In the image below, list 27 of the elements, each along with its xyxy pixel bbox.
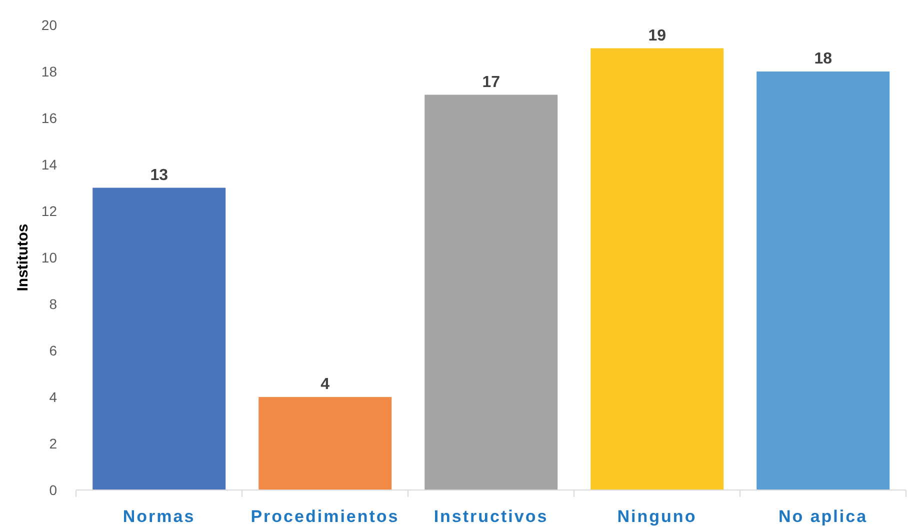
y-tick-label: 0 [49, 482, 58, 498]
data-label: 4 [320, 376, 330, 393]
bar [590, 48, 724, 490]
data-label: 17 [482, 74, 500, 91]
y-tick-label: 14 [41, 156, 58, 172]
bar [424, 94, 558, 490]
y-tick-label: 16 [41, 110, 58, 126]
y-tick-label: 4 [49, 388, 58, 405]
x-tick-label: No aplica [778, 507, 868, 526]
y-tick-label: 2 [49, 435, 58, 452]
data-label: 13 [150, 166, 168, 184]
x-tick-label: Instructivos [434, 507, 548, 526]
y-tick-label: 6 [49, 342, 58, 358]
y-tick-label: 8 [49, 296, 58, 312]
bar [756, 72, 890, 490]
y-tick-label: 20 [41, 16, 58, 33]
x-tick-label: Procedimientos [250, 507, 400, 526]
y-tick-label: 12 [41, 202, 58, 219]
x-tick-label: Normas [122, 507, 196, 526]
bar [92, 188, 226, 490]
y-axis-title: Institutos [14, 224, 32, 292]
y-tick-label: 10 [41, 249, 58, 266]
bar [258, 397, 392, 490]
x-tick-label: Ninguno [617, 507, 697, 526]
data-label: 18 [814, 50, 832, 68]
data-label: 19 [648, 27, 666, 44]
y-tick-label: 18 [41, 63, 58, 80]
